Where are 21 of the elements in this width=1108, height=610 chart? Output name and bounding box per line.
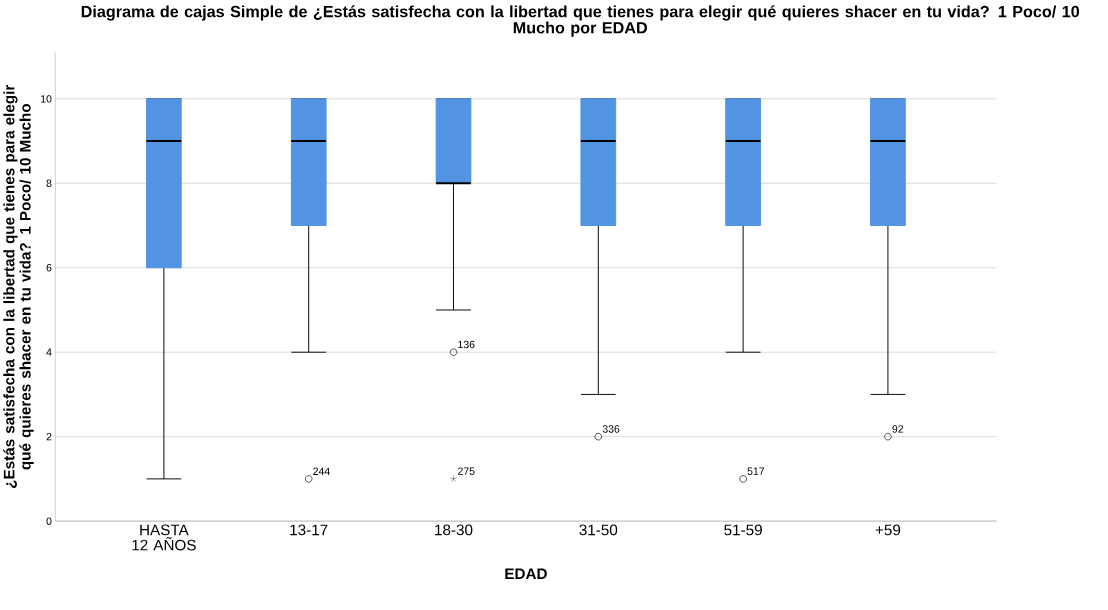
annotation: 244 [313,467,330,476]
y-tick-label: 2 [46,433,52,441]
annotation: 336 [602,425,620,433]
x-tick-label: 51-59 [724,524,762,536]
y-tick-label: 4 [46,348,52,356]
annotation: 517 [747,467,765,476]
x-tick-label: 31-50 [579,524,618,536]
x-tick-label: 18-30 [435,524,473,536]
x-tick-label: 13-17 [290,524,328,536]
annotation: 275 [458,467,475,476]
x-tick-label: HASTA 12 AÑOS [132,524,196,551]
y-axis-title: ¿Estás satisfecha con la libertad que tienes para elegir qué quieres shacer en tu vida? 1 Poco/ 10 Mucho [3,85,34,489]
annotation: 92 [892,425,904,433]
annotation: 136 [458,340,475,349]
y-tick-label: 8 [46,179,52,188]
y-tick-label: 6 [46,264,52,272]
y-tick-label: 10 [41,95,52,103]
x-axis-title: EDAD [505,568,547,580]
x-tick-label: +59 [875,524,901,536]
chart-title: Diagrama de cajas Simple de ¿Estás satisfecha con la libertad que tienes para elegir qué quieres shacer en tu vida? 1 Poco/ 10 Mucho por EDAD [81,5,1080,37]
y-tick-label: 0 [46,517,52,525]
